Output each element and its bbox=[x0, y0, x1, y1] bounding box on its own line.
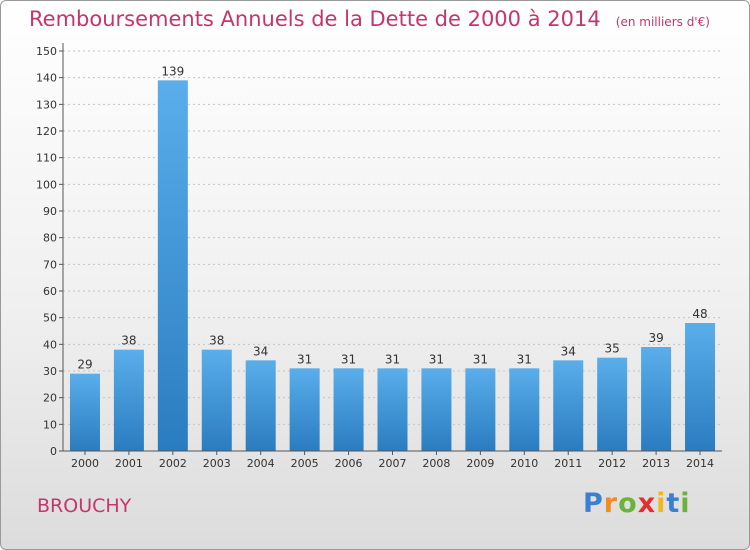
commune-name: BROUCHY bbox=[37, 495, 132, 517]
x-tick-label: 2011 bbox=[554, 457, 582, 470]
y-tick-label: 20 bbox=[43, 392, 57, 405]
value-label: 139 bbox=[161, 64, 184, 78]
y-tick-label: 0 bbox=[50, 445, 57, 458]
value-label: 34 bbox=[253, 344, 268, 358]
y-tick-label: 70 bbox=[43, 258, 57, 271]
bar bbox=[509, 368, 540, 451]
x-tick-label: 2005 bbox=[291, 457, 319, 470]
y-tick-label: 90 bbox=[43, 205, 57, 218]
x-tick-label: 2002 bbox=[159, 457, 187, 470]
y-axis-ticks: 0 10 20 30 40 50 60 70 80 90 100 110 120 130 140 150 bbox=[36, 45, 63, 458]
bar bbox=[333, 368, 364, 451]
bar bbox=[113, 349, 144, 451]
x-tick-label: 2008 bbox=[422, 457, 450, 470]
value-label: 48 bbox=[692, 307, 707, 321]
y-tick-label: 110 bbox=[36, 152, 57, 165]
bar bbox=[69, 373, 100, 451]
value-label: 31 bbox=[341, 352, 356, 366]
value-label: 35 bbox=[605, 342, 620, 356]
bar bbox=[465, 368, 496, 451]
logo-letter: x bbox=[637, 488, 657, 519]
x-tick-label: 2007 bbox=[379, 457, 407, 470]
y-tick-label: 30 bbox=[43, 365, 57, 378]
bar bbox=[641, 347, 672, 451]
y-tick-label: 150 bbox=[36, 45, 57, 58]
value-label: 31 bbox=[297, 352, 312, 366]
value-label: 29 bbox=[77, 358, 92, 372]
value-label: 39 bbox=[648, 331, 663, 345]
value-label: 34 bbox=[561, 344, 576, 358]
y-tick-label: 120 bbox=[36, 125, 57, 138]
value-label: 31 bbox=[517, 352, 532, 366]
chart-title-block: Remboursements Annuels de la Dette de 20… bbox=[29, 7, 710, 31]
y-tick-label: 100 bbox=[36, 178, 57, 191]
logo-letter: r bbox=[603, 488, 619, 519]
logo-letter: o bbox=[618, 488, 638, 519]
value-labels: 29 38 139 38 34 31 31 31 31 31 31 34 35 39 48 bbox=[77, 64, 707, 371]
value-label: 31 bbox=[385, 352, 400, 366]
bar bbox=[201, 349, 232, 451]
x-tick-label: 2009 bbox=[466, 457, 494, 470]
bar bbox=[421, 368, 452, 451]
logo-letter: t bbox=[666, 488, 681, 519]
logo-letter: i bbox=[680, 488, 691, 519]
x-tick-label: 2006 bbox=[335, 457, 363, 470]
bar bbox=[157, 80, 188, 451]
bar bbox=[289, 368, 320, 451]
y-tick-label: 60 bbox=[43, 285, 57, 298]
logo-letter: P bbox=[583, 488, 604, 519]
bar bbox=[245, 360, 276, 451]
bar bbox=[553, 360, 584, 451]
x-tick-label: 2014 bbox=[686, 457, 714, 470]
y-tick-label: 140 bbox=[36, 72, 57, 85]
bar bbox=[377, 368, 408, 451]
x-tick-label: 2004 bbox=[247, 457, 275, 470]
y-tick-label: 80 bbox=[43, 232, 57, 245]
y-tick-label: 40 bbox=[43, 338, 57, 351]
x-tick-label: 2003 bbox=[203, 457, 231, 470]
value-label: 38 bbox=[121, 334, 136, 348]
chart-title: Remboursements Annuels de la Dette de 20… bbox=[29, 7, 601, 31]
x-axis-ticks: 2000 2001 2002 2003 2004 2005 2006 2007 2008 2009… bbox=[71, 451, 714, 470]
y-tick-label: 130 bbox=[36, 98, 57, 111]
y-tick-label: 50 bbox=[43, 312, 57, 325]
value-label: 31 bbox=[473, 352, 488, 366]
x-tick-label: 2000 bbox=[71, 457, 99, 470]
value-label: 31 bbox=[429, 352, 444, 366]
bar bbox=[597, 357, 628, 451]
x-tick-label: 2001 bbox=[115, 457, 143, 470]
y-tick-label: 10 bbox=[43, 418, 57, 431]
bar bbox=[685, 323, 716, 451]
value-label: 38 bbox=[209, 334, 224, 348]
x-tick-label: 2012 bbox=[598, 457, 626, 470]
x-tick-label: 2013 bbox=[642, 457, 670, 470]
x-tick-label: 2010 bbox=[510, 457, 538, 470]
logo-letter: i bbox=[656, 488, 667, 519]
chart-bars bbox=[69, 80, 716, 451]
chart-subtitle: (en milliers d'€) bbox=[615, 15, 710, 29]
proxiti-logo: Proxiti bbox=[583, 488, 691, 519]
